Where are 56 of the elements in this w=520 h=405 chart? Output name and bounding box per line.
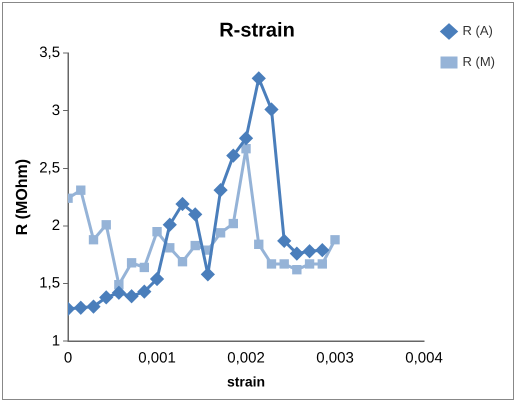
point (125, 290, 138, 303)
point (216, 228, 226, 238)
point (240, 132, 253, 145)
point (292, 265, 302, 274)
point (280, 259, 289, 269)
point (114, 280, 124, 290)
y-tick-label: 2 (52, 217, 60, 234)
point (318, 259, 327, 269)
x-tick-label: 0,002 (227, 349, 265, 366)
y-tick-label: 3,5 (39, 44, 60, 62)
point (304, 259, 314, 269)
point (176, 198, 189, 211)
point (190, 240, 200, 250)
x-tick-label: 0,003 (316, 349, 354, 366)
point (165, 243, 174, 253)
point (163, 218, 176, 232)
point (152, 227, 162, 236)
y-tick-label: 2,5 (39, 159, 60, 176)
x-tick-label: 0,004 (405, 349, 443, 366)
point (150, 272, 164, 286)
legend-label: R (M) (462, 54, 496, 70)
point (228, 218, 238, 228)
point (140, 262, 149, 272)
point (241, 144, 251, 154)
point (126, 258, 136, 268)
y-axis-title: R (MOhm) (14, 158, 32, 236)
point (226, 149, 240, 162)
legend-label: R (A) (462, 23, 493, 38)
point (112, 286, 126, 300)
point (188, 208, 202, 221)
point (290, 247, 304, 260)
point (330, 235, 340, 244)
point (266, 259, 276, 269)
y-tick-label: 3 (52, 102, 60, 119)
point (278, 234, 291, 248)
point (254, 240, 264, 250)
x-tick-label: 0 (64, 349, 72, 366)
point (138, 285, 151, 298)
point (303, 244, 316, 258)
point (88, 235, 98, 244)
point (87, 300, 100, 314)
chart-title: R-strain (219, 20, 295, 42)
x-axis-title: strain (226, 373, 266, 390)
point (102, 220, 111, 230)
point (100, 290, 113, 304)
point (252, 72, 266, 85)
point (178, 256, 188, 266)
point (201, 268, 214, 281)
point (316, 244, 329, 257)
point (76, 186, 86, 195)
point (74, 301, 88, 314)
x-tick-label: 0,001 (138, 349, 176, 366)
y-tick-label: 1 (52, 332, 60, 350)
y-tick-label: 1,5 (39, 274, 60, 292)
point (264, 102, 278, 116)
point (214, 184, 228, 197)
